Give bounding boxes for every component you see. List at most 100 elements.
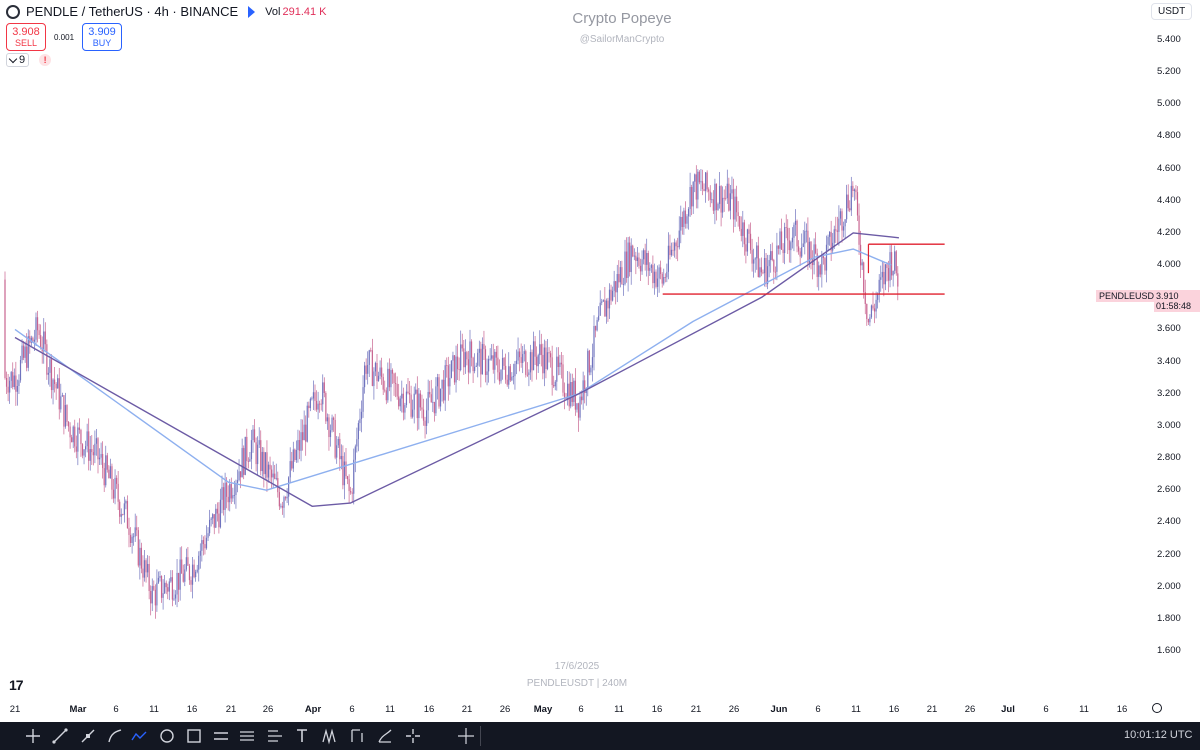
candle-body xyxy=(114,477,116,499)
measure-icon[interactable] xyxy=(457,727,475,745)
trendline-icon[interactable] xyxy=(51,727,69,745)
candle-body xyxy=(128,528,130,535)
candle-body xyxy=(760,267,762,273)
candle-body xyxy=(753,259,755,264)
candle-body xyxy=(457,356,459,370)
candle-body xyxy=(720,186,722,213)
candle-body xyxy=(193,564,195,578)
candle-body xyxy=(18,380,20,387)
candle-body xyxy=(853,189,855,191)
candle-body xyxy=(784,227,786,254)
moving-average-line[interactable] xyxy=(14,232,899,507)
candle-body xyxy=(274,473,276,479)
moving-average-line[interactable] xyxy=(14,248,892,491)
candle-body xyxy=(257,444,259,465)
candle-body xyxy=(288,477,290,497)
candle-body xyxy=(353,459,355,494)
candle-body xyxy=(807,230,809,263)
symbol-title[interactable]: PENDLE / TetherUS · 4h · BINANCE xyxy=(26,4,239,19)
tradingview-logo-icon[interactable]: 17 xyxy=(9,677,24,693)
pattern-icon[interactable] xyxy=(376,727,394,745)
candle-body xyxy=(545,347,547,370)
candle-body xyxy=(340,455,342,460)
candle-body xyxy=(736,196,738,213)
sell-button[interactable]: 3.908 SELL xyxy=(6,23,46,51)
candle-body xyxy=(656,278,659,287)
price-tick: 1.800 xyxy=(1157,612,1181,624)
candle-body xyxy=(105,455,107,486)
pitchfork-icon[interactable] xyxy=(266,727,284,745)
candle-body xyxy=(815,244,817,254)
candle-body xyxy=(618,274,620,283)
candle-body xyxy=(267,464,270,478)
horizontal-levels xyxy=(662,243,945,295)
price-tick: 5.200 xyxy=(1157,66,1181,78)
brush-icon[interactable] xyxy=(79,727,97,745)
candle-body xyxy=(522,354,524,363)
candle-body xyxy=(422,409,425,421)
price-chart[interactable] xyxy=(0,0,1145,700)
candle-body xyxy=(599,302,601,316)
ellipse-icon[interactable] xyxy=(158,727,176,745)
price-tick: 4.400 xyxy=(1157,194,1181,206)
time-tick: 11 xyxy=(614,704,624,715)
regression-icon[interactable] xyxy=(238,727,256,745)
candle-body xyxy=(415,389,417,394)
candle-body xyxy=(24,346,26,358)
candle-body xyxy=(474,366,476,372)
candle-body xyxy=(712,199,714,211)
time-axis[interactable]: 21 Mar 6 11 16 21 26 Apr 6 11 16 21 26 May 6 11 16 21 26 Ju… xyxy=(0,701,1145,717)
candle-body xyxy=(77,427,79,452)
currency-selector[interactable]: USDT xyxy=(1151,3,1193,20)
candle-body xyxy=(255,442,257,465)
text-icon[interactable] xyxy=(293,727,311,745)
candle-body xyxy=(881,271,883,278)
time-tick: 21 xyxy=(225,704,237,715)
price-tick: 5.400 xyxy=(1157,34,1181,45)
candle-body xyxy=(500,369,502,382)
gear-icon[interactable] xyxy=(1152,703,1162,713)
candle-body xyxy=(612,290,614,301)
crosshair-icon[interactable] xyxy=(24,727,42,745)
candle-body xyxy=(26,346,28,368)
candle-body xyxy=(501,357,504,370)
candle-body xyxy=(153,586,155,590)
price-axis[interactable]: 5.400 5.200 5.000 4.800 4.600 4.400 4.200 4.000… xyxy=(1145,0,1200,700)
candle-body xyxy=(435,386,437,414)
chart-area[interactable] xyxy=(0,0,1145,700)
date-range-icon[interactable] xyxy=(321,727,339,745)
utc-clock[interactable]: 10:01:12 UTC xyxy=(1124,729,1193,741)
curve-icon[interactable] xyxy=(106,727,124,745)
candle-body xyxy=(548,352,550,354)
candle-body xyxy=(215,508,217,528)
rectangle-icon[interactable] xyxy=(185,727,203,745)
candle-body xyxy=(610,289,612,301)
candle-body xyxy=(377,375,380,382)
parallel-channel-icon[interactable] xyxy=(212,727,230,745)
candle-body xyxy=(40,335,42,348)
candle-body xyxy=(466,352,468,360)
long-position-icon[interactable] xyxy=(348,727,366,745)
time-tick: 16 xyxy=(186,704,198,715)
time-tick: 16 xyxy=(423,704,435,715)
candle-body xyxy=(33,339,36,342)
candle-body xyxy=(625,251,628,278)
candle-body xyxy=(788,240,790,251)
candle-body xyxy=(587,350,589,389)
flag-icon[interactable] xyxy=(248,5,256,18)
candle-body xyxy=(102,453,104,469)
candle-body xyxy=(641,259,643,272)
candle-body xyxy=(680,216,682,231)
fib-icon[interactable] xyxy=(404,727,422,745)
buy-button[interactable]: 3.909 BUY xyxy=(82,23,123,51)
snapshot-source: PENDLEUSDT | 240M xyxy=(526,678,628,689)
candle-body xyxy=(354,446,356,460)
candle-body xyxy=(790,242,792,251)
warning-icon[interactable]: ! xyxy=(39,54,52,66)
indicators-toggle[interactable]: 9 xyxy=(6,53,30,67)
time-tick: Apr xyxy=(304,704,322,715)
path-icon[interactable] xyxy=(130,727,148,745)
candle-body xyxy=(246,436,248,461)
candle-body xyxy=(240,471,242,478)
price-tick: 3.400 xyxy=(1157,355,1181,367)
